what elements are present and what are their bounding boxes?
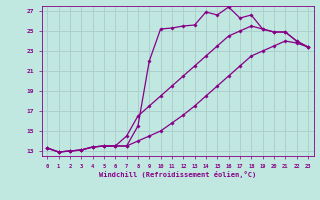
X-axis label: Windchill (Refroidissement éolien,°C): Windchill (Refroidissement éolien,°C) <box>99 171 256 178</box>
